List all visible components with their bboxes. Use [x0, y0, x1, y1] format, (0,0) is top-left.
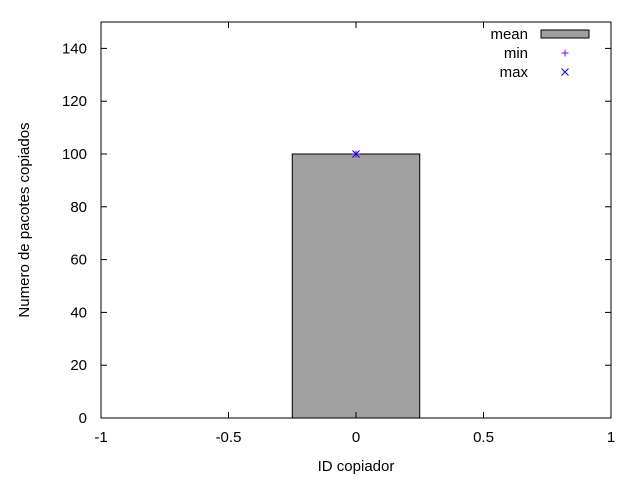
y-tick-label: 80: [70, 199, 87, 216]
y-axis-ticks: 0 20 40 60 80 100 120 140: [62, 40, 611, 427]
points-layer: [352, 150, 360, 158]
legend-label-mean: mean: [490, 26, 528, 43]
y-axis-label: Numero de pacotes copiados: [16, 122, 33, 317]
y-tick-label: 100: [62, 146, 87, 163]
y-tick-label: 20: [70, 357, 87, 374]
legend-label-max: max: [500, 64, 529, 81]
x-tick-label: -1: [94, 429, 107, 446]
y-tick-label: 140: [62, 40, 87, 57]
x-axis-label: ID copiador: [318, 458, 395, 475]
x-tick-label: -0.5: [216, 429, 242, 446]
bar-mean: [291, 153, 421, 419]
x-axis-ticks: -1 -0.5 0 0.5 1: [94, 22, 615, 446]
x-tick-label: 0: [352, 429, 360, 446]
bars-layer: [291, 153, 421, 419]
legend-marker-min: [561, 49, 569, 57]
legend-swatch-mean: [540, 29, 590, 39]
legend-marker-max: [561, 68, 569, 76]
legend: mean min max: [490, 26, 590, 81]
legend-label-min: min: [504, 45, 528, 62]
y-tick-label: 40: [70, 304, 87, 321]
x-tick-label: 1: [607, 429, 615, 446]
y-tick-label: 0: [79, 410, 87, 427]
x-tick-label: 0.5: [473, 429, 494, 446]
y-tick-label: 120: [62, 93, 87, 110]
point-max: [352, 150, 360, 158]
y-tick-label: 60: [70, 252, 87, 269]
